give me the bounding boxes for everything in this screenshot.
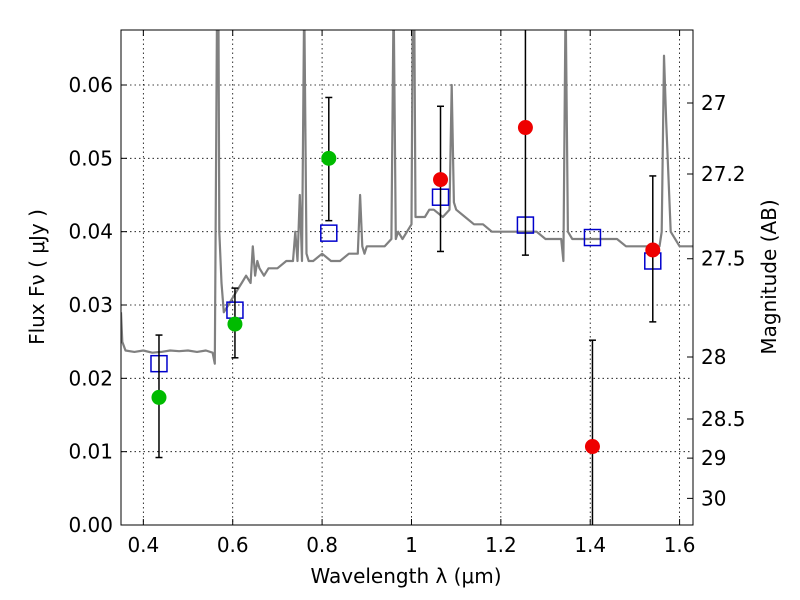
observed-green-point bbox=[321, 150, 337, 166]
observed-green-point bbox=[227, 316, 243, 332]
plot-frame bbox=[120, 29, 694, 526]
tick-labels: 0.4 0.6 0.8 1 1.2 1.4 1.6 0.00 0.01 0.02 0.03 0.04 0… bbox=[68, 73, 745, 557]
observed-red-point bbox=[433, 172, 449, 188]
magnitude-tick-label: 28 bbox=[701, 345, 726, 369]
observed-red-point bbox=[645, 242, 661, 258]
y-tick-label: 0.04 bbox=[68, 220, 113, 244]
x-tick-label: 1.6 bbox=[664, 533, 696, 557]
y-tick-label: 0.00 bbox=[68, 513, 113, 537]
y-tick-label: 0.06 bbox=[68, 73, 113, 97]
data-layer bbox=[121, 30, 693, 525]
magnitude-tick-label: 28.5 bbox=[701, 407, 746, 431]
x-tick-label: 0.6 bbox=[217, 533, 249, 557]
magnitude-tick-label: 27.5 bbox=[701, 247, 746, 271]
model-sed-line bbox=[121, 30, 693, 365]
observed-green-point bbox=[151, 389, 167, 405]
x-tick-label: 1.2 bbox=[485, 533, 517, 557]
model-photometry-square bbox=[583, 228, 602, 247]
y-tick-label: 0.01 bbox=[68, 440, 113, 464]
magnitude-tick-label: 27.2 bbox=[701, 162, 746, 186]
observed-red-point bbox=[517, 120, 533, 136]
x-tick-label: 0.4 bbox=[127, 533, 159, 557]
tick-marks bbox=[121, 30, 693, 526]
y-tick-label: 0.03 bbox=[68, 293, 113, 317]
x-tick-label: 1 bbox=[405, 533, 418, 557]
y-axis-label: Flux Fν ( μJy ) bbox=[25, 209, 49, 345]
plot-background bbox=[121, 30, 693, 525]
magnitude-tick-label: 30 bbox=[701, 486, 726, 510]
x-axis-label: Wavelength λ (μm) bbox=[310, 564, 501, 588]
x-tick-label: 0.8 bbox=[306, 533, 338, 557]
magnitude-tick-label: 27 bbox=[701, 91, 726, 115]
observed-red-point bbox=[584, 439, 600, 455]
magnitude-tick-label: 29 bbox=[701, 446, 726, 470]
y-tick-label: 0.05 bbox=[68, 146, 113, 170]
model-photometry-square bbox=[320, 224, 338, 242]
right-axis-label: Magnitude (AB) bbox=[757, 199, 781, 354]
x-tick-label: 1.4 bbox=[574, 533, 606, 557]
y-tick-label: 0.02 bbox=[68, 366, 113, 390]
